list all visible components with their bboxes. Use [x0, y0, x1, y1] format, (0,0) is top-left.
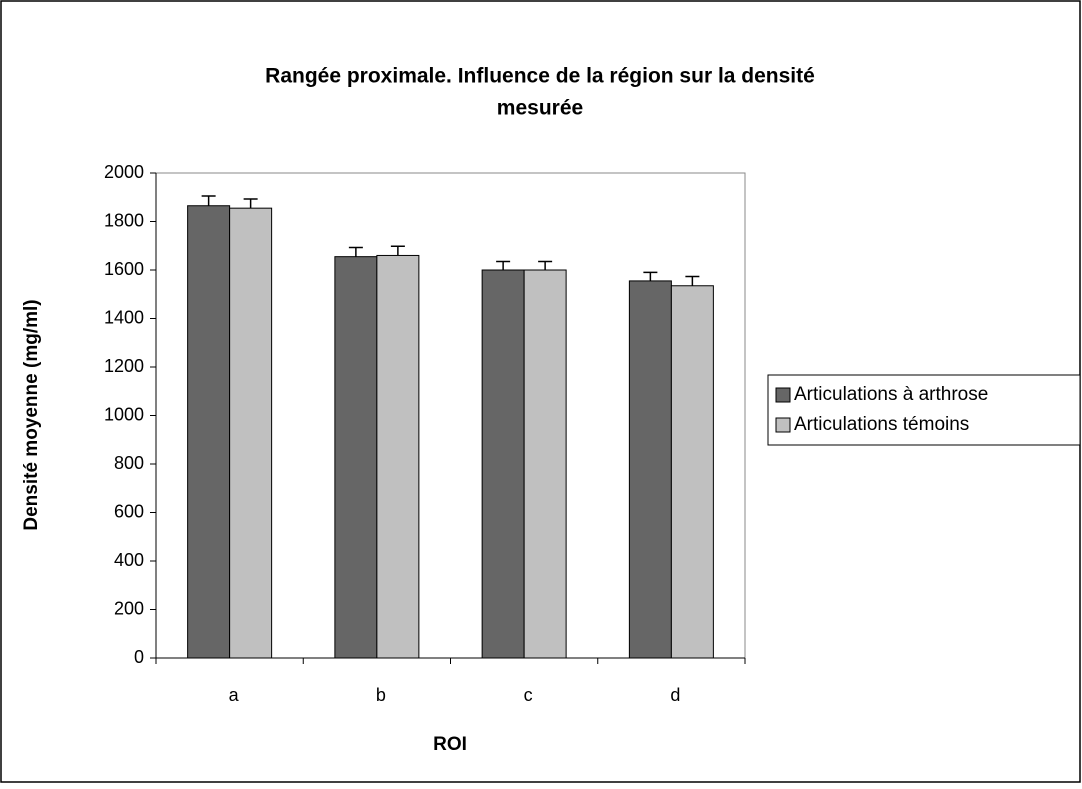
legend-label: Articulations à arthrose [794, 384, 988, 405]
bar [229, 207, 273, 659]
chart-title: mesurée [497, 97, 583, 120]
error-bar [496, 260, 511, 270]
legend-label: Articulations témoins [794, 414, 969, 435]
x-tick-label: b [376, 685, 386, 705]
error-bar [390, 245, 405, 256]
bar [481, 269, 525, 659]
error-bar [201, 195, 216, 206]
bar [523, 269, 567, 659]
bar [376, 254, 420, 659]
bar [187, 205, 231, 659]
y-tick-label: 400 [114, 550, 144, 570]
error-bar [243, 198, 258, 209]
y-tick-label: 1000 [104, 404, 144, 424]
chart-title: Rangée proximale. Influence de la région… [265, 65, 815, 88]
y-tick-label: 200 [114, 598, 144, 618]
bar [628, 280, 672, 659]
error-bar [348, 246, 363, 257]
y-tick-label: 1400 [104, 307, 144, 327]
y-tick-label: 1600 [104, 259, 144, 279]
x-axis-label: ROI [433, 734, 467, 755]
y-tick-label: 800 [114, 453, 144, 473]
error-bar [538, 260, 553, 270]
y-axis-label: Densité moyenne (mg/ml) [21, 299, 42, 530]
x-tick-label: c [524, 685, 533, 705]
error-bar [643, 271, 658, 281]
x-tick-label: d [670, 685, 680, 705]
legend-swatch [775, 417, 791, 433]
y-tick-label: 0 [134, 647, 144, 667]
error-bar [685, 275, 700, 286]
x-tick-label: a [229, 685, 240, 705]
y-tick-label: 1200 [104, 356, 144, 376]
legend-box [767, 374, 1081, 446]
y-tick-label: 1800 [104, 210, 144, 230]
legend-swatch [775, 387, 791, 403]
bar [670, 285, 714, 659]
y-tick-label: 600 [114, 501, 144, 521]
y-tick-label: 2000 [104, 162, 144, 182]
bar [334, 256, 378, 659]
